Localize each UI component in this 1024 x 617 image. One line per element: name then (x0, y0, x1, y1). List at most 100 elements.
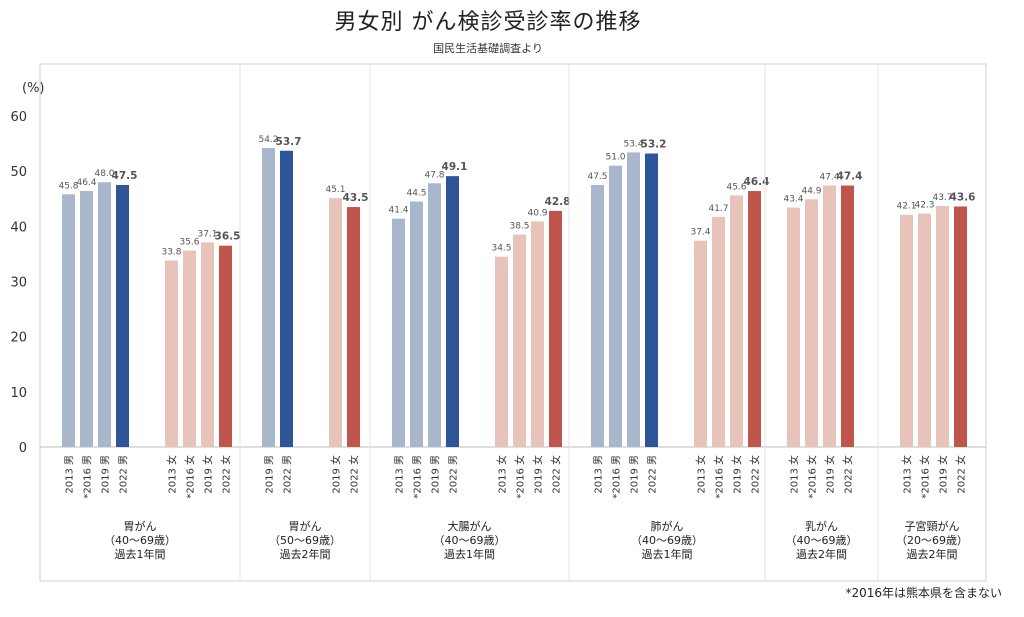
x-tick-label: *2016 女 (806, 455, 819, 499)
x-tick-label: 2013 女 (695, 455, 708, 494)
bar (201, 242, 214, 447)
group-label: （50～69歳） (269, 534, 341, 547)
x-tick-label: 2022 男 (282, 455, 294, 494)
x-tick-label: *2016 男 (611, 455, 623, 499)
x-tick-label: 2022 男 (448, 455, 460, 494)
y-tick-label: 20 (10, 331, 27, 346)
bar (280, 150, 293, 447)
y-tick-label: 60 (10, 110, 27, 125)
bar (62, 194, 75, 447)
bar-value-label: 53.2 (641, 139, 667, 151)
bar (918, 213, 931, 447)
x-tick-label: 2019 男 (264, 455, 276, 494)
group-label: （40～69歳） (104, 534, 176, 547)
chart-title: 男女別 がん検診受診率の推移 (334, 10, 642, 35)
bar-value-label: 41.7 (708, 204, 728, 214)
bar-value-label: 41.4 (388, 206, 408, 216)
bar-value-label: 44.5 (406, 189, 426, 199)
bar-value-label: 38.5 (509, 222, 529, 232)
group-label: 大腸がん (448, 519, 492, 533)
x-tick-label: 2013 女 (166, 455, 179, 494)
x-tick-label: *2016 女 (184, 455, 197, 499)
bar (954, 206, 967, 447)
group-label: 過去1年間 (444, 547, 495, 561)
x-tick-label: 2022 女 (220, 455, 233, 494)
bar-value-label: 43.7 (932, 193, 952, 203)
bar-value-label: 54.2 (258, 135, 278, 145)
bar (347, 207, 360, 447)
bar (80, 191, 93, 447)
bar-value-label: 47.4 (837, 171, 863, 183)
bar-value-label: 53.7 (276, 136, 302, 148)
bar (823, 185, 836, 447)
bar (645, 153, 658, 447)
bar (531, 221, 544, 447)
bar-value-label: 43.4 (783, 195, 803, 205)
x-tick-label: 2022 女 (749, 455, 762, 494)
group-label: （40～69歳） (786, 534, 858, 547)
bar-value-label: 37.4 (690, 228, 710, 238)
bar (446, 176, 459, 448)
x-tick-label: 2013 男 (394, 455, 406, 494)
x-tick-label: 2019 女 (937, 455, 950, 494)
x-tick-label: 2022 男 (647, 455, 659, 494)
bar-value-label: 45.1 (325, 185, 345, 195)
bar (262, 147, 275, 447)
bar (98, 182, 111, 447)
x-tick-label: *2016 女 (919, 455, 932, 499)
bar-value-label: 36.5 (215, 231, 241, 243)
group-label: 過去1年間 (115, 547, 166, 561)
bar-value-label: 45.8 (58, 181, 78, 191)
bar-value-label: 42.3 (914, 201, 934, 211)
x-tick-label: 2019 女 (824, 455, 837, 494)
bar-value-label: 45.6 (726, 182, 746, 192)
x-tick-label: 2019 男 (629, 455, 641, 494)
x-tick-label: 2022 男 (118, 455, 130, 494)
bar-value-label: 43.6 (950, 191, 976, 203)
bar-value-label: 37.1 (197, 229, 217, 239)
bar-value-label: 51.0 (605, 153, 625, 163)
bar (748, 191, 761, 447)
group-label: 過去2年間 (796, 547, 847, 561)
group-label: （40～69歳） (434, 534, 506, 547)
y-tick-label: 40 (10, 220, 27, 235)
bar (495, 256, 508, 447)
bar (841, 185, 854, 447)
x-tick-label: *2016 女 (514, 455, 527, 499)
bar (329, 198, 342, 447)
bar (627, 152, 640, 447)
bar-value-label: 46.4 (744, 176, 770, 188)
x-tick-label: *2016 女 (713, 455, 726, 499)
bar-value-label: 47.5 (112, 170, 138, 182)
bar-value-label: 34.5 (491, 244, 511, 254)
group-label: 肺がん (651, 519, 684, 533)
x-tick-label: 2022 女 (348, 455, 361, 494)
y-tick-label: 0 (19, 441, 27, 456)
bar (609, 165, 622, 447)
bar-value-label: 46.4 (76, 178, 96, 188)
group-label: （40～69歳） (631, 534, 703, 547)
x-tick-label: 2019 女 (202, 455, 215, 494)
x-tick-label: *2016 男 (82, 455, 94, 499)
bar (787, 207, 800, 447)
bar (936, 205, 949, 447)
bar-value-label: 40.9 (527, 208, 547, 218)
chart-frame (39, 63, 987, 582)
chart-footnote: *2016年は熊本県を含まない (845, 586, 1002, 600)
bar-value-label: 49.1 (442, 161, 468, 173)
group-label: 過去2年間 (280, 547, 331, 561)
bar (410, 201, 423, 447)
y-axis-unit: (%) (22, 81, 45, 96)
bar-value-label: 47.8 (424, 170, 444, 180)
bar-value-label: 47.5 (587, 172, 607, 182)
bar (805, 199, 818, 447)
x-tick-label: 2013 男 (593, 455, 605, 494)
bar (428, 183, 441, 447)
bar-value-label: 33.8 (161, 248, 181, 258)
x-tick-label: 2022 女 (842, 455, 855, 494)
bar (183, 250, 196, 447)
y-tick-label: 10 (10, 386, 27, 401)
bar (694, 240, 707, 447)
bar-value-label: 43.5 (343, 192, 369, 204)
bar-value-label: 42.8 (545, 196, 571, 208)
